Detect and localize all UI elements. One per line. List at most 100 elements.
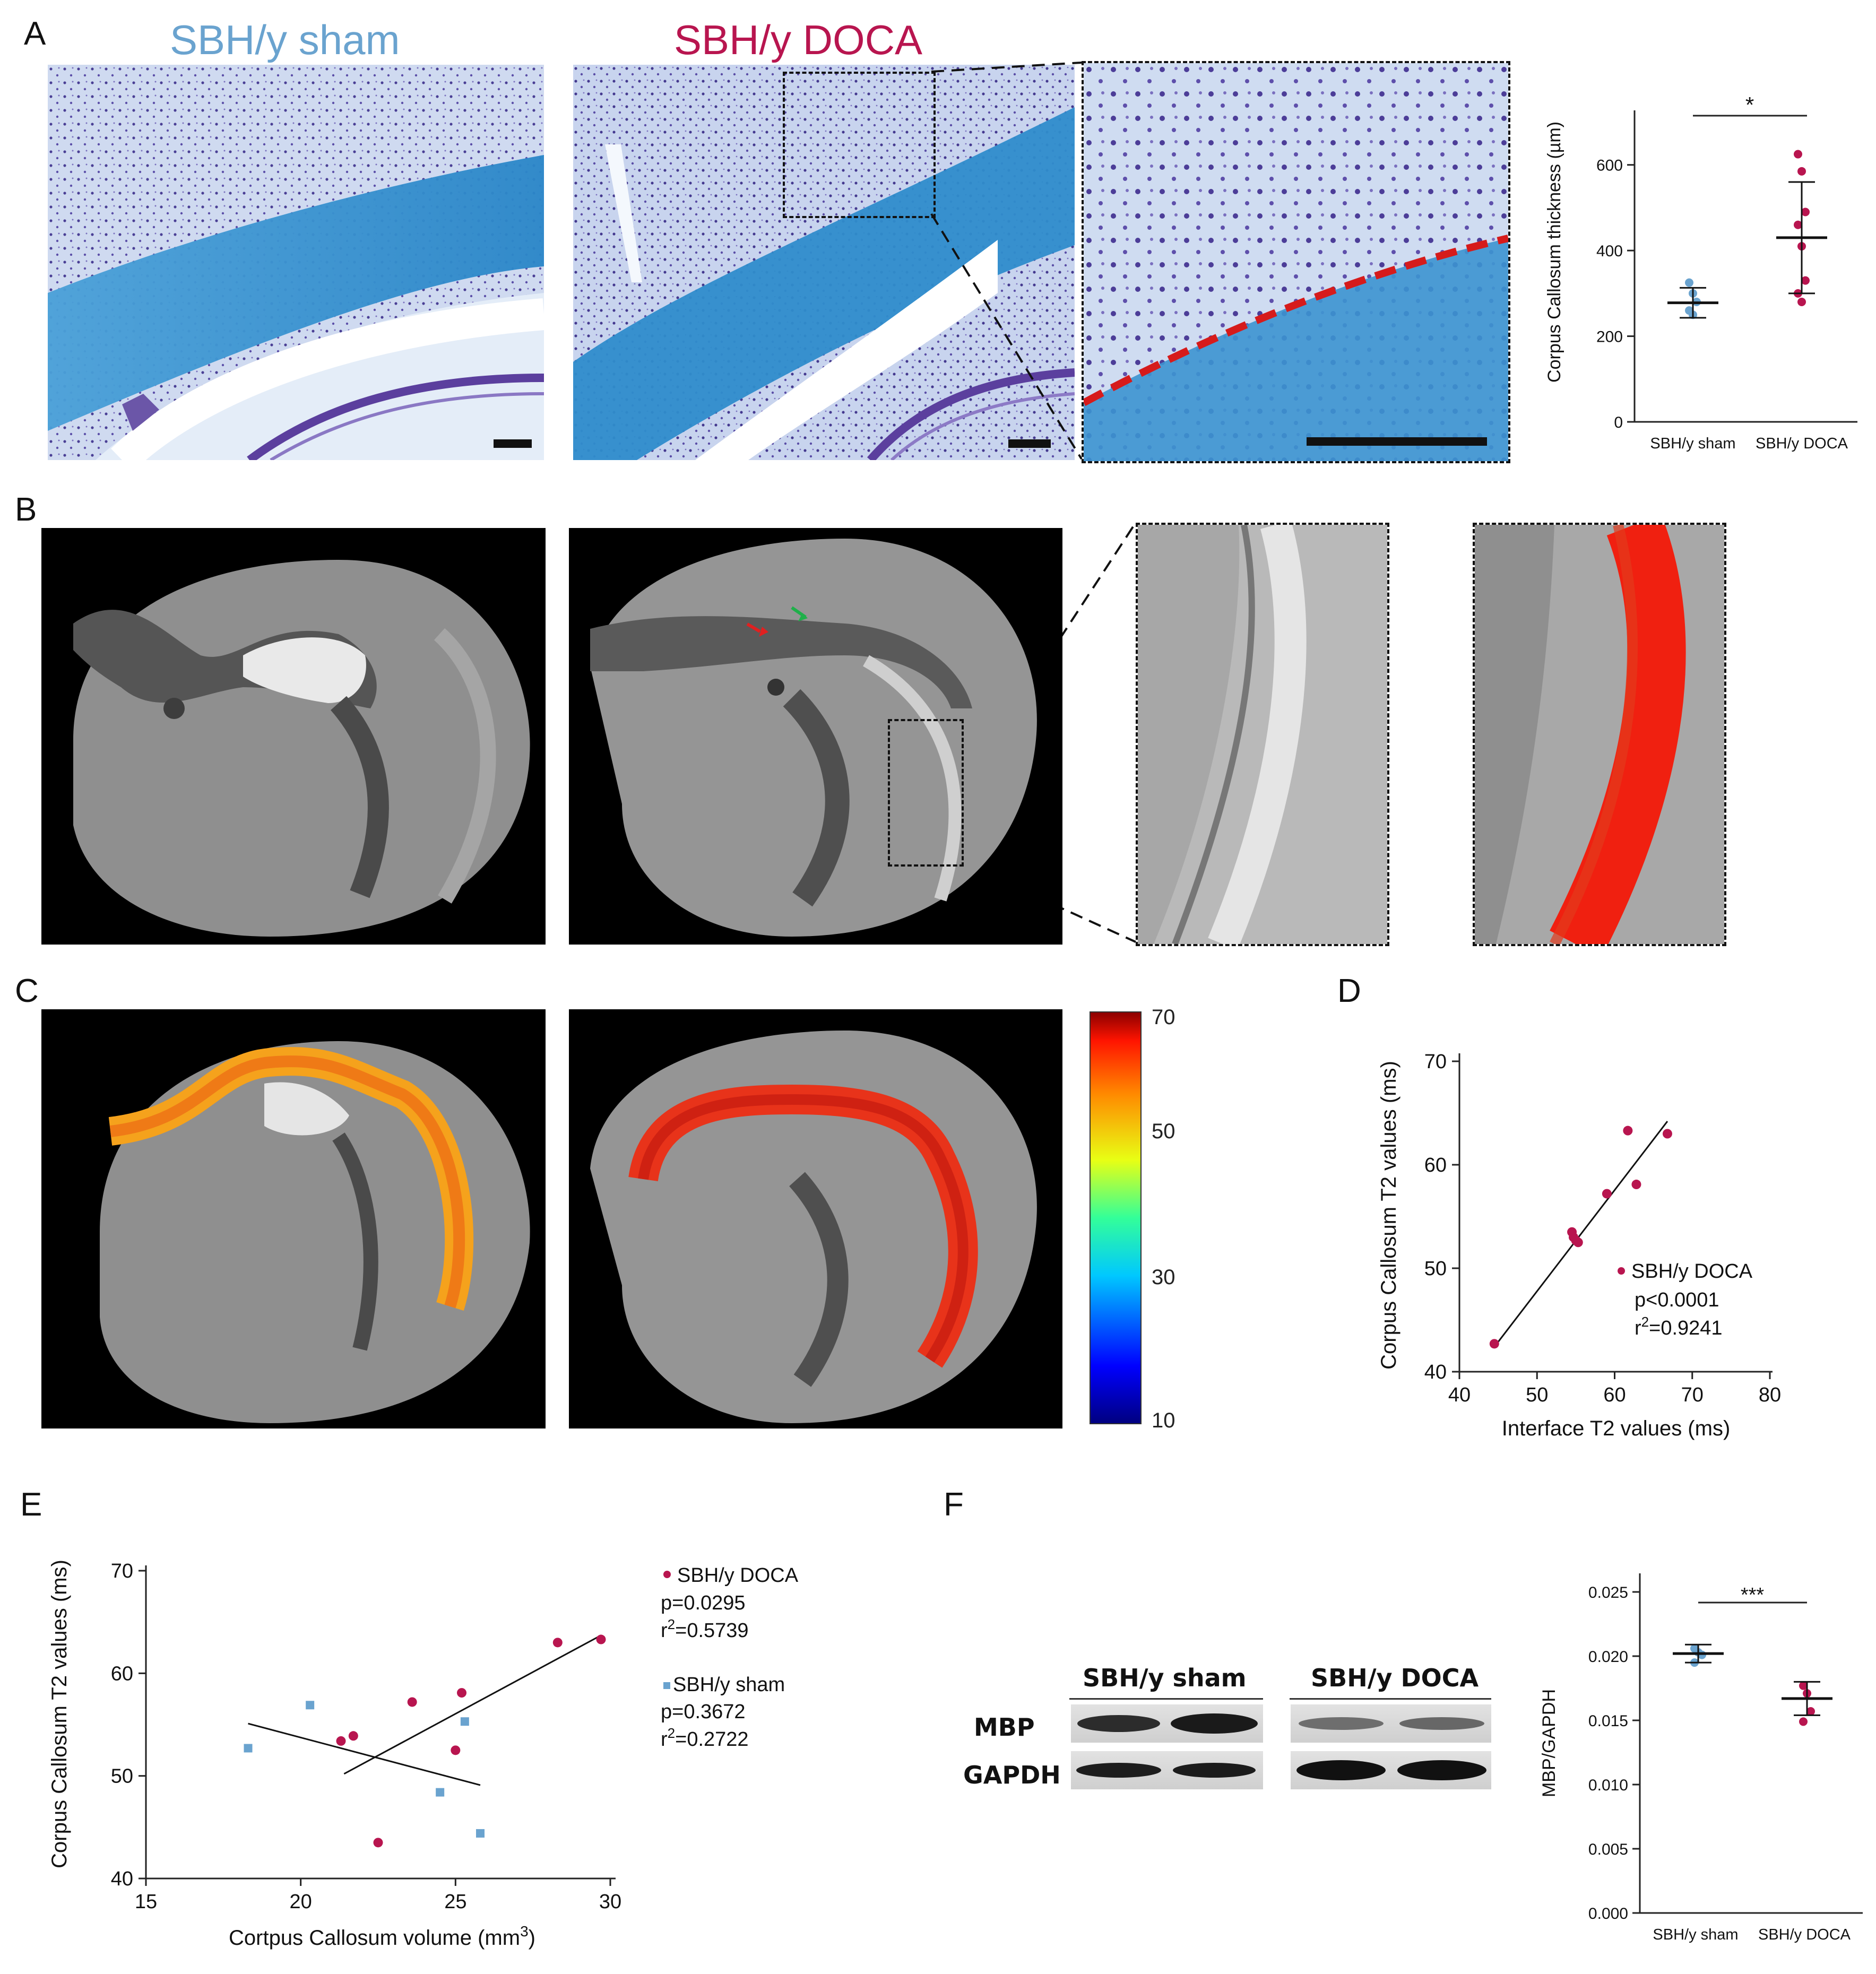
a-point-doca [1794, 220, 1802, 229]
colorbar-tick-70: 70 [1152, 1006, 1175, 1029]
panel-letter-d: D [1337, 973, 1361, 1009]
panel-letter-f: F [944, 1486, 964, 1523]
chart-e-legend-doca: SBH/y DOCA [677, 1564, 799, 1587]
t2map-doca-image [569, 1009, 1062, 1428]
label-sham: SBH/y sham [170, 16, 400, 63]
chart-a-significance: * [1745, 92, 1754, 117]
f-point-doca [1799, 1681, 1808, 1690]
a-ytick-label: 600 [1596, 157, 1623, 175]
d-point-doca [1623, 1125, 1633, 1136]
e-xtick-label: 15 [135, 1891, 157, 1913]
e-point-doca [336, 1736, 346, 1746]
e-fit-line-doca [343, 1634, 602, 1775]
chart-d-r-squared: r2=0.9241 [1635, 1314, 1723, 1339]
label-doca: SBH/y DOCA [674, 16, 923, 63]
f-ytick-label: 0.015 [1588, 1712, 1628, 1730]
chart-e-legend-sham: SBH/y sham [673, 1674, 785, 1696]
e-xtick-label: 20 [290, 1891, 312, 1913]
chart-e-legend-doca-marker [663, 1571, 671, 1578]
blot-group-doca-line [1290, 1698, 1491, 1700]
e-ytick-label: 70 [111, 1560, 133, 1582]
e-ytick-label: 50 [111, 1765, 133, 1788]
chart-e-ylabel: Corpus Callosum T2 values (ms) [48, 1560, 71, 1868]
mri-sham-image [41, 528, 546, 945]
blot-row-gapdh: GAPDH [963, 1761, 1061, 1789]
chart-e: Corpus Callosum T2 values (ms) 15 20 25 30 4… [48, 1560, 799, 1950]
histology-doca-image [572, 64, 1076, 461]
a-point-sham [1685, 278, 1693, 287]
blot-row-mbp: MBP [974, 1713, 1035, 1742]
e-point-sham [460, 1717, 469, 1726]
chart-f-significance: *** [1741, 1584, 1765, 1606]
d-point-doca [1489, 1339, 1499, 1349]
a-point-doca [1797, 167, 1806, 176]
chart-d: Corpus Callosum T2 values (ms) 40 50 60 70 8… [1377, 1051, 1781, 1440]
e-point-sham [436, 1788, 445, 1797]
chart-d-xlabel: Interface T2 values (ms) [1502, 1417, 1731, 1440]
chart-d-p-value: p<0.0001 [1635, 1289, 1719, 1311]
zoom-box-a [783, 72, 936, 218]
e-point-sham [476, 1829, 485, 1838]
colorbar-tick-50: 50 [1152, 1120, 1175, 1143]
panel-letter-c: C [15, 973, 39, 1009]
t2map-sham-image [41, 1009, 546, 1428]
e-fit-line-sham [248, 1722, 481, 1786]
d-xtick-label: 80 [1759, 1384, 1781, 1406]
zoom-box-b [888, 719, 964, 867]
chart-a-xtick-sham: SBH/y sham [1650, 435, 1735, 452]
e-point-doca [348, 1731, 358, 1741]
a-ytick-label: 0 [1614, 414, 1623, 431]
chart-e-sham-r: r2=0.2722 [661, 1725, 749, 1751]
blot-mbp-doca [1291, 1704, 1491, 1743]
d-ytick-label: 50 [1424, 1258, 1447, 1280]
chart-f: MBP/GAPDH 0.000 0.005 0.010 0.015 0.020 0.025… [1539, 1573, 1863, 1943]
histology-sham-image [47, 64, 545, 461]
panel-letter-e: E [20, 1486, 42, 1523]
panel-letter-b: B [15, 491, 37, 528]
d-point-doca [1662, 1129, 1672, 1139]
a-point-doca [1801, 276, 1810, 285]
d-point-doca [1602, 1189, 1612, 1199]
d-ytick-label: 60 [1424, 1154, 1447, 1176]
mri-zoom-image [1136, 523, 1389, 946]
f-ytick-label: 0.025 [1588, 1584, 1628, 1601]
e-ytick-label: 40 [111, 1868, 133, 1890]
chart-e-sham-p: p=0.3672 [661, 1701, 746, 1723]
d-point-doca [1631, 1180, 1641, 1190]
scale-bar-doca [1008, 439, 1051, 448]
boundary-dashed-line [1084, 235, 1508, 406]
d-ytick-label: 40 [1424, 1361, 1447, 1383]
chart-e-legend-sham-marker [663, 1682, 670, 1689]
blot-gapdh-doca [1291, 1751, 1491, 1789]
f-ytick-label: 0.020 [1588, 1648, 1628, 1666]
e-point-doca [373, 1838, 383, 1848]
blot-group-sham-line [1069, 1698, 1263, 1700]
e-xtick-label: 25 [444, 1891, 466, 1913]
chart-f-xtick-sham: SBH/y sham [1653, 1926, 1738, 1943]
f-ytick-label: 0.005 [1588, 1841, 1628, 1858]
blot-group-doca: SBH/y DOCA [1311, 1664, 1479, 1692]
d-xtick-label: 70 [1681, 1384, 1704, 1406]
d-xtick-label: 60 [1603, 1384, 1626, 1406]
colorbar-tick-30: 30 [1152, 1266, 1175, 1289]
d-fit-line [1493, 1121, 1668, 1348]
e-point-doca [451, 1745, 461, 1755]
chart-e-xlabel: Cortpus Callosum volume (mm3) [229, 1923, 535, 1950]
chart-d-ylabel: Corpus Callosum T2 values (ms) [1377, 1061, 1400, 1370]
e-xtick-label: 30 [599, 1891, 621, 1913]
histology-zoom-image [1082, 61, 1510, 463]
a-point-doca [1797, 298, 1806, 306]
a-ytick-label: 400 [1596, 243, 1623, 260]
chart-d-legend-marker [1618, 1267, 1625, 1275]
a-ytick-label: 200 [1596, 328, 1623, 346]
blot-mbp-sham [1071, 1704, 1263, 1743]
chart-a: Corpus Callosum thickness (µm) 0 200 400 60… [1544, 92, 1857, 452]
colorbar-tick-10: 10 [1152, 1409, 1175, 1432]
a-point-doca [1801, 207, 1810, 217]
e-ytick-label: 60 [111, 1663, 133, 1685]
e-point-doca [552, 1638, 563, 1648]
chart-a-ylabel: Corpus Callosum thickness (µm) [1544, 122, 1564, 383]
f-point-doca [1799, 1717, 1808, 1726]
f-point-doca [1806, 1707, 1815, 1716]
chart-d-legend: SBH/y DOCA [1631, 1260, 1753, 1283]
